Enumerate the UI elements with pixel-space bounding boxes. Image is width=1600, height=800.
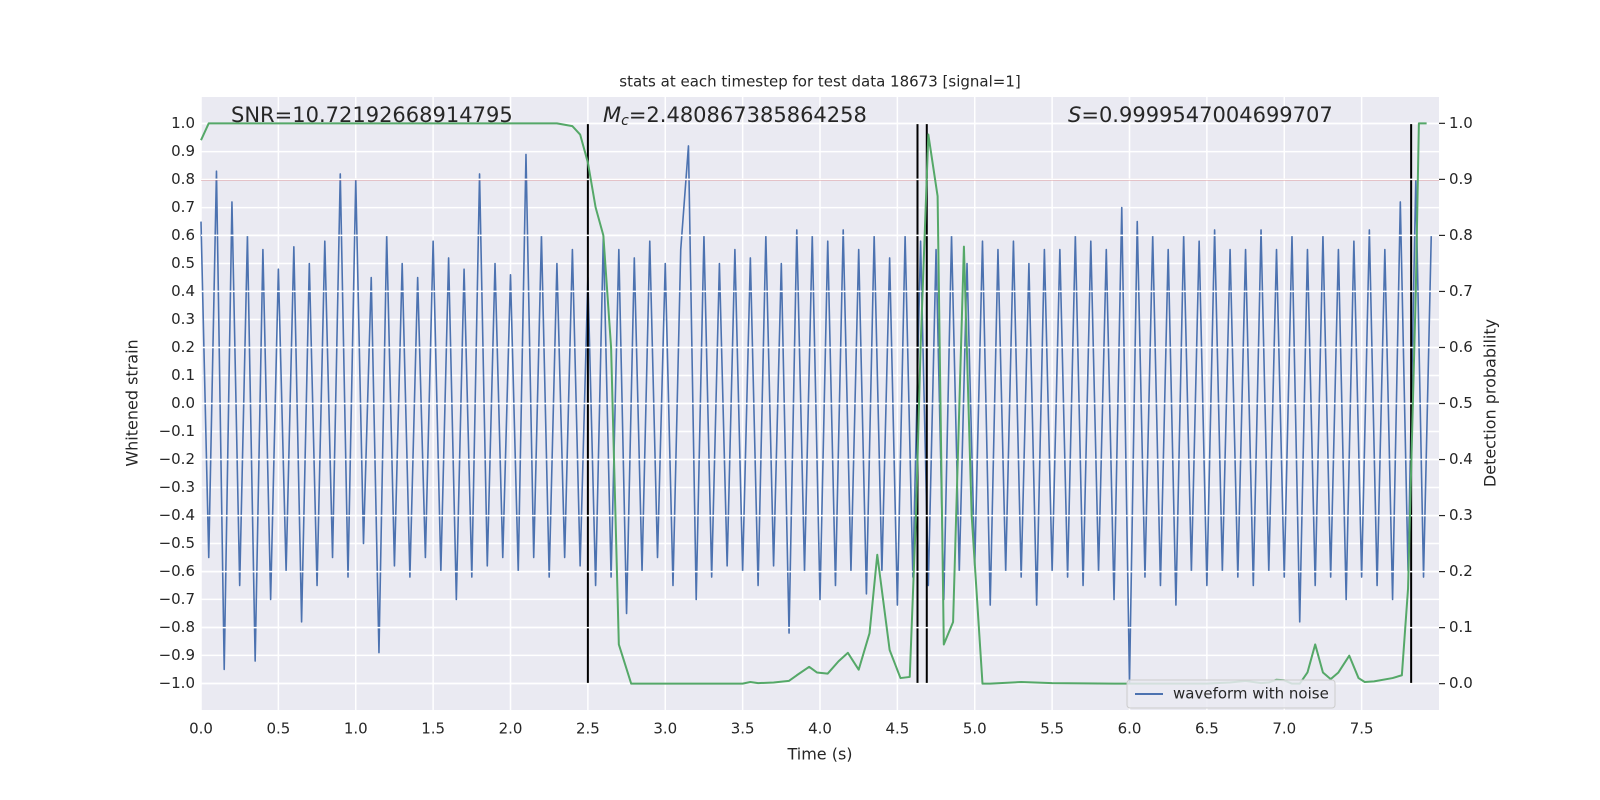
y2-tick-label: 0.3 xyxy=(1449,506,1473,524)
y2-tick-label: 0.6 xyxy=(1449,338,1473,356)
y-tick-label: 0.4 xyxy=(171,282,195,300)
annotation: S=0.9999547004699707 xyxy=(1068,103,1333,127)
x-tick-label: 6.0 xyxy=(1118,720,1142,738)
y-tick-label: −0.7 xyxy=(159,590,195,608)
y-tick-label: −0.4 xyxy=(159,506,195,524)
y2-tick-label: 0.2 xyxy=(1449,562,1473,580)
y2-axis-label: Detection probability xyxy=(1481,319,1500,487)
y-tick-label: −0.3 xyxy=(159,478,195,496)
y2-tick-label: 0.1 xyxy=(1449,618,1473,636)
annotation-text: =2.480867385864258 xyxy=(629,103,867,127)
annotation-symbol: S xyxy=(1068,103,1081,127)
x-tick-label: 2.5 xyxy=(576,720,600,738)
y-tick-label: −0.1 xyxy=(159,422,195,440)
axes-over xyxy=(200,122,1445,685)
x-tick-label: 1.5 xyxy=(421,720,445,738)
annotation-symbol: M xyxy=(603,103,621,127)
x-tick-label: 4.5 xyxy=(885,720,909,738)
y-tick-label: 0.7 xyxy=(171,198,195,216)
data-line xyxy=(200,122,1427,685)
x-tick-label: 5.0 xyxy=(963,720,987,738)
x-tick-label: 2.0 xyxy=(499,720,523,738)
chart-title: stats at each timestep for test data 186… xyxy=(619,73,1020,91)
y-tick-label: 0.3 xyxy=(171,310,195,328)
y2-tick-label: 0.8 xyxy=(1449,226,1473,244)
y2-tick-label: 0.0 xyxy=(1449,674,1473,692)
y2-tick-label: 1.0 xyxy=(1449,114,1473,132)
annotation: SNR=10.72192668914795 xyxy=(231,103,513,127)
y-tick-label: 0.0 xyxy=(171,394,195,412)
x-tick-label: 1.0 xyxy=(344,720,368,738)
x-tick-label: 3.0 xyxy=(653,720,677,738)
y-tick-label: −1.0 xyxy=(159,674,195,692)
y-axis-label: Whitened strain xyxy=(123,339,142,466)
y-tick-label: 0.6 xyxy=(171,226,195,244)
y-tick-label: −0.5 xyxy=(159,534,195,552)
y2-tick-label: 0.7 xyxy=(1449,282,1473,300)
x-tick-label: 7.0 xyxy=(1272,720,1296,738)
y2-tick-label: 0.9 xyxy=(1449,170,1473,188)
annotation-subscript: c xyxy=(621,113,629,129)
annotation-text: SNR=10.72192668914795 xyxy=(231,103,513,127)
y-tick-label: 0.8 xyxy=(171,170,195,188)
x-tick-label: 5.5 xyxy=(1040,720,1064,738)
x-tick-label: 3.5 xyxy=(731,720,755,738)
y2-tick-label: 0.5 xyxy=(1449,394,1473,412)
annotation: Mc=2.480867385864258 xyxy=(603,103,867,129)
y-tick-label: 0.9 xyxy=(171,142,195,160)
y-tick-label: 0.2 xyxy=(171,338,195,356)
y-tick-label: −0.8 xyxy=(159,618,195,636)
x-axis-label: Time (s) xyxy=(786,745,852,764)
y-tick-label: 0.1 xyxy=(171,366,195,384)
y-tick-label: 0.5 xyxy=(171,254,195,272)
x-tick-label: 6.5 xyxy=(1195,720,1219,738)
x-tick-label: 0.5 xyxy=(266,720,290,738)
legend-label: waveform with noise xyxy=(1173,685,1329,703)
y-tick-label: 1.0 xyxy=(171,114,195,132)
y2-tick-label: 0.4 xyxy=(1449,450,1473,468)
y-tick-label: −0.9 xyxy=(159,646,195,664)
y-tick-label: −0.6 xyxy=(159,562,195,580)
annotation-text: =0.9999547004699707 xyxy=(1081,103,1332,127)
y-tick-label: −0.2 xyxy=(159,450,195,468)
x-tick-label: 0.0 xyxy=(189,720,213,738)
x-tick-label: 4.0 xyxy=(808,720,832,738)
x-tick-label: 7.5 xyxy=(1350,720,1374,738)
legend-box xyxy=(1126,679,1336,709)
data-line xyxy=(200,145,1433,685)
